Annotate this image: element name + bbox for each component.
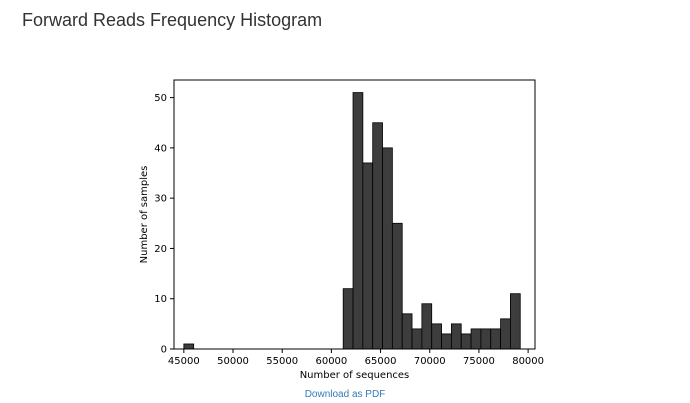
histogram-bar xyxy=(401,313,413,350)
y-axis-label: Number of samples xyxy=(139,166,150,264)
histogram-bar xyxy=(372,122,383,350)
y-axis-ticks: 0 10 20 30 40 50 xyxy=(154,93,174,356)
histogram-bar xyxy=(183,343,195,350)
x-tick-label: 75000 xyxy=(463,356,495,367)
download-pdf-link[interactable]: Download as PDF xyxy=(304,389,386,400)
plot-frame xyxy=(173,79,536,350)
histogram-bar xyxy=(421,303,433,350)
histogram-bar xyxy=(510,293,521,350)
histogram-bar xyxy=(470,328,482,350)
histogram-bar xyxy=(500,318,511,350)
histogram-bar xyxy=(342,288,354,350)
page-title: Forward Reads Frequency Histogram xyxy=(22,10,323,30)
histogram-bar xyxy=(490,328,501,350)
x-tick-label: 70000 xyxy=(414,356,446,367)
histogram-bar xyxy=(460,333,472,350)
y-tick-label: 30 xyxy=(154,194,167,205)
histogram-bar xyxy=(382,147,393,350)
x-axis-label: Number of sequences xyxy=(300,370,410,381)
histogram-bar xyxy=(441,333,452,350)
histogram-bar xyxy=(411,328,423,350)
x-axis-ticks: 45000 50000 55000 60000 65000 70000 75000 80000 xyxy=(168,349,544,367)
histogram-bar xyxy=(480,328,492,350)
histogram-bar xyxy=(391,222,403,350)
y-tick-label: 20 xyxy=(154,244,167,255)
histogram-bar xyxy=(431,323,442,350)
y-tick-label: 0 xyxy=(161,345,167,356)
bars-layer xyxy=(183,92,521,350)
histogram-figure: 45000 50000 55000 60000 65000 70000 75000 80000… xyxy=(120,70,560,390)
histogram-bar xyxy=(450,323,462,350)
x-tick-label: 80000 xyxy=(512,356,544,367)
x-tick-label: 50000 xyxy=(217,356,249,367)
histogram-chart: 45000 50000 55000 60000 65000 70000 75000 80000… xyxy=(139,79,544,381)
y-tick-label: 40 xyxy=(154,143,167,154)
histogram-bar xyxy=(352,92,364,350)
y-tick-label: 10 xyxy=(154,294,167,305)
x-tick-label: 55000 xyxy=(266,356,298,367)
x-tick-label: 65000 xyxy=(365,356,397,367)
histogram-bar xyxy=(362,162,374,350)
y-tick-label: 50 xyxy=(154,93,167,104)
x-tick-label: 60000 xyxy=(315,356,347,367)
x-tick-label: 45000 xyxy=(168,356,200,367)
